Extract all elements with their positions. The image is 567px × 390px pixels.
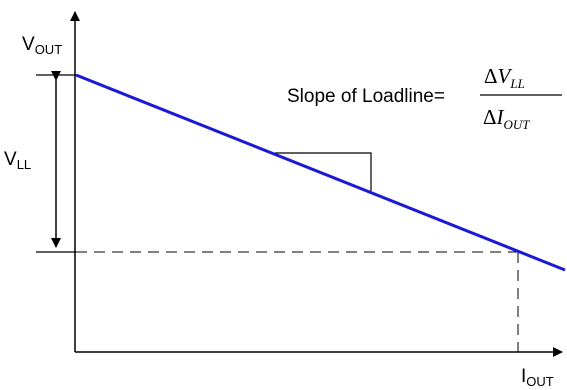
slope-triangle bbox=[275, 152, 372, 191]
slope-formula-prefix: Slope of Loadline= bbox=[287, 86, 445, 107]
slope-formula-numerator: ΔVLL bbox=[484, 64, 525, 91]
y-axis-label: VOUT bbox=[22, 34, 62, 57]
x-axis-label: IOUT bbox=[521, 366, 554, 389]
vll-label: VLL bbox=[4, 149, 31, 172]
loadline bbox=[75, 73, 566, 272]
slope-formula-denominator: ΔIOUT bbox=[483, 105, 530, 132]
